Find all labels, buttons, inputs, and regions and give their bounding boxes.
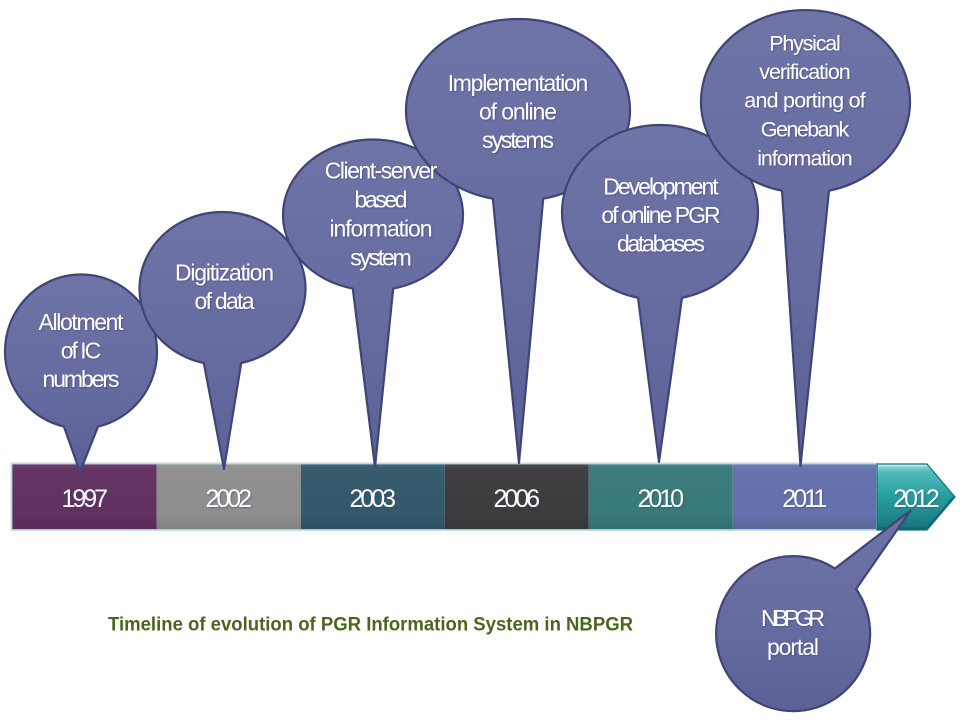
svg-text:information: information [330, 216, 433, 242]
svg-text:2012: 2012 [893, 485, 940, 513]
svg-text:systems: systems [482, 127, 554, 153]
svg-text:portal: portal [767, 634, 819, 660]
svg-text:2011: 2011 [782, 485, 827, 513]
svg-text:2003: 2003 [350, 485, 397, 513]
svg-text:2006: 2006 [494, 485, 541, 513]
svg-text:Physical: Physical [769, 32, 841, 56]
svg-text:based: based [355, 187, 408, 213]
svg-text:1997: 1997 [62, 485, 109, 513]
svg-text:system: system [350, 245, 412, 271]
svg-text:of data: of data [195, 288, 255, 314]
svg-text:information: information [757, 147, 853, 171]
svg-text:Client-server: Client-server [325, 158, 438, 184]
svg-text:and porting of: and porting of [744, 89, 866, 113]
svg-text:of online: of online [479, 99, 557, 125]
svg-text:2002: 2002 [206, 485, 252, 513]
svg-text:Allotment: Allotment [39, 309, 125, 335]
svg-text:of IC: of IC [61, 338, 102, 364]
svg-text:Development: Development [603, 174, 719, 200]
svg-text:2010: 2010 [638, 485, 685, 513]
svg-text:Digitization: Digitization [175, 260, 274, 286]
svg-text:Implementation: Implementation [448, 70, 589, 96]
svg-text:Timeline of evolution of PGR I: Timeline of evolution of PGR Information… [108, 615, 633, 636]
svg-text:verification: verification [759, 60, 851, 84]
svg-text:databases: databases [617, 231, 705, 257]
svg-text:Genebank: Genebank [761, 118, 850, 142]
svg-text:NBPGR: NBPGR [761, 605, 825, 631]
svg-text:of online PGR: of online PGR [601, 202, 720, 228]
svg-text:numbers: numbers [43, 366, 120, 392]
